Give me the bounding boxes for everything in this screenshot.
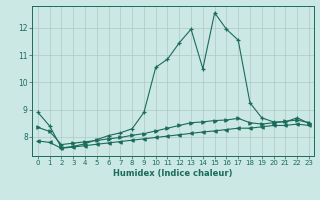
X-axis label: Humidex (Indice chaleur): Humidex (Indice chaleur) [113, 169, 233, 178]
